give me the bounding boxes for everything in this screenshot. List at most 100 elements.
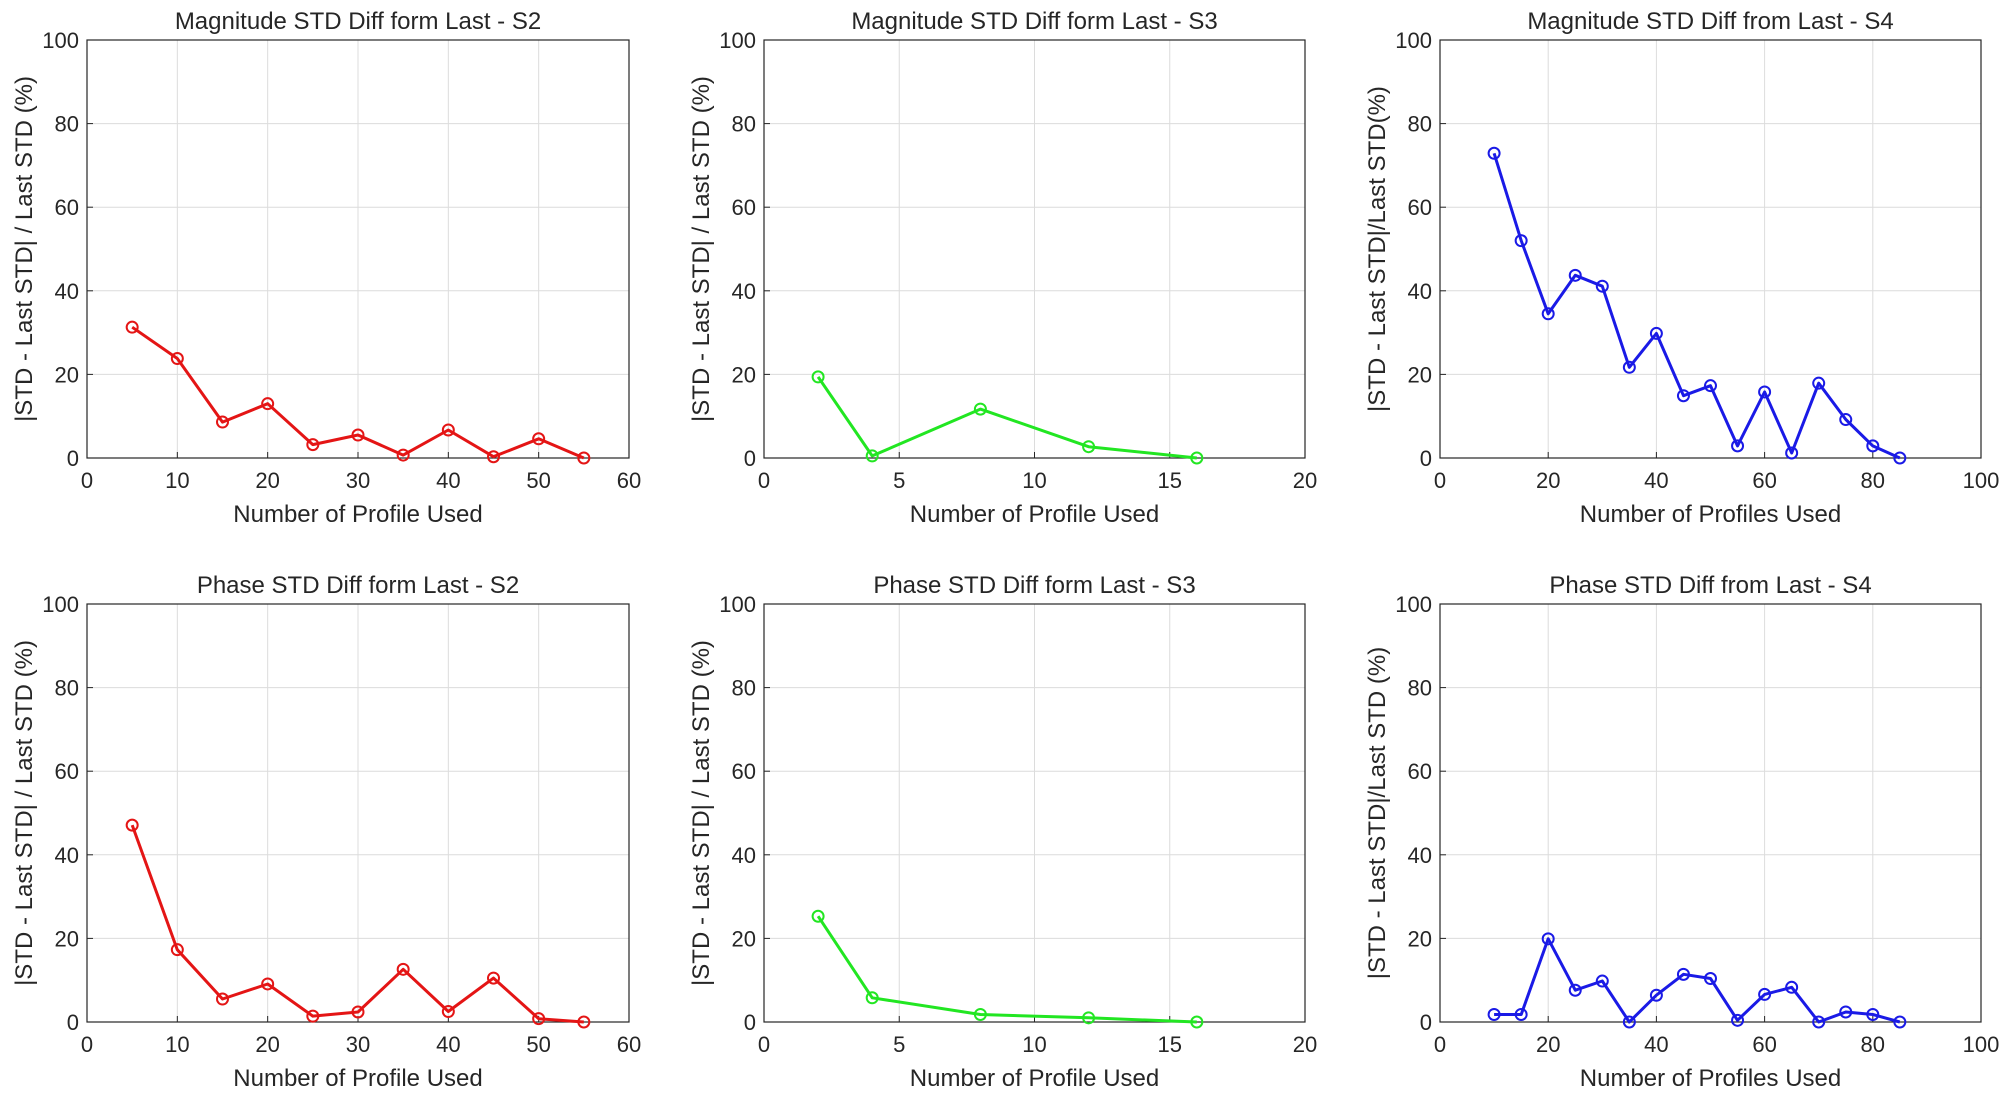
y-tick-label: 100 bbox=[1395, 28, 1432, 53]
data-point bbox=[1082, 440, 1096, 454]
y-tick-label: 100 bbox=[42, 28, 79, 53]
x-tick-label: 40 bbox=[1644, 1032, 1668, 1057]
data-point bbox=[261, 977, 275, 991]
data-point bbox=[1541, 932, 1555, 946]
y-tick-label: 40 bbox=[1408, 843, 1432, 868]
data-point bbox=[1190, 451, 1204, 465]
x-tick-label: 100 bbox=[1963, 468, 2000, 493]
y-tick-label: 20 bbox=[1408, 362, 1432, 387]
data-point bbox=[1649, 988, 1663, 1002]
data-point bbox=[973, 1007, 987, 1021]
data-point bbox=[577, 1015, 591, 1029]
x-tick-label: 20 bbox=[255, 468, 279, 493]
y-tick-label: 20 bbox=[732, 362, 756, 387]
y-tick-label: 100 bbox=[42, 592, 79, 617]
data-point bbox=[1676, 967, 1690, 981]
data-point bbox=[811, 909, 825, 923]
data-point bbox=[1839, 1005, 1853, 1019]
data-point bbox=[1893, 451, 1907, 465]
chart-title: Magnitude STD Diff form Last - S3 bbox=[851, 8, 1217, 35]
data-point bbox=[170, 943, 184, 957]
data-point bbox=[396, 962, 410, 976]
y-tick-label: 0 bbox=[1420, 1010, 1432, 1035]
data-point bbox=[1866, 439, 1880, 453]
x-tick-label: 10 bbox=[165, 468, 189, 493]
x-tick-label: 0 bbox=[81, 1032, 93, 1057]
y-axis-label: |STD - Last STD|/Last STD (%) bbox=[1364, 647, 1391, 980]
x-tick-label: 20 bbox=[1536, 1032, 1560, 1057]
y-tick-label: 80 bbox=[732, 676, 756, 701]
panel-phase-s3: 0 5 10 15 20 0 20 40 60 80 100 Phase STD Diff form … bbox=[688, 572, 1317, 1092]
panel-phase-s4: 0 20 40 60 80 100 0 20 40 60 80 100 Phase STD Diff f… bbox=[1364, 572, 1999, 1092]
data-point bbox=[487, 971, 500, 985]
data-point bbox=[1758, 987, 1772, 1001]
data-point bbox=[811, 370, 825, 384]
x-axis-label: Number of Profiles Used bbox=[1580, 1065, 1841, 1092]
x-tick-label: 5 bbox=[893, 468, 905, 493]
data-point bbox=[1676, 389, 1690, 403]
x-tick-label: 40 bbox=[436, 468, 460, 493]
x-tick-label: 0 bbox=[1434, 468, 1446, 493]
plot-area bbox=[1440, 604, 1981, 1022]
data-point bbox=[1541, 307, 1555, 321]
y-tick-label: 60 bbox=[1408, 759, 1432, 784]
y-tick-label: 60 bbox=[1408, 195, 1432, 220]
panel-phase-s2: 0 10 20 30 40 50 60 0 20 40 60 80 100 Phase STD Diff … bbox=[11, 572, 641, 1092]
y-tick-label: 60 bbox=[732, 195, 756, 220]
y-tick-label: 60 bbox=[732, 759, 756, 784]
chart-title: Phase STD Diff form Last - S2 bbox=[197, 572, 519, 599]
y-tick-label: 40 bbox=[732, 279, 756, 304]
y-tick-label: 80 bbox=[732, 112, 756, 137]
x-axis-label: Number of Profile Used bbox=[233, 501, 482, 528]
data-point bbox=[1785, 446, 1799, 460]
data-point bbox=[1514, 234, 1528, 248]
data-point bbox=[441, 1005, 455, 1019]
data-point bbox=[1785, 980, 1799, 994]
data-point bbox=[1839, 413, 1853, 427]
data-point bbox=[973, 402, 987, 416]
x-tick-label: 30 bbox=[346, 1032, 370, 1057]
data-point bbox=[125, 320, 139, 334]
y-tick-label: 0 bbox=[1420, 446, 1432, 471]
chart-title: Phase STD Diff from Last - S4 bbox=[1549, 572, 1871, 599]
data-point bbox=[532, 432, 546, 446]
y-tick-label: 80 bbox=[1408, 112, 1432, 137]
data-point bbox=[1704, 972, 1717, 986]
series-line bbox=[130, 824, 584, 1024]
y-tick-label: 80 bbox=[55, 112, 79, 137]
panel-magnitude-s4: 0 20 40 60 80 100 0 20 40 60 80 100 Magnitude STD Di… bbox=[1364, 8, 1999, 528]
x-tick-label: 20 bbox=[255, 1032, 279, 1057]
x-tick-label: 20 bbox=[1293, 1032, 1317, 1057]
y-tick-label: 0 bbox=[67, 446, 79, 471]
data-point bbox=[1622, 1015, 1636, 1029]
series-line bbox=[131, 325, 585, 460]
data-point bbox=[1190, 1015, 1204, 1029]
data-point bbox=[1731, 439, 1745, 453]
data-point bbox=[1704, 379, 1717, 393]
y-tick-label: 80 bbox=[55, 676, 79, 701]
chart-title: Magnitude STD Diff form Last - S2 bbox=[175, 8, 541, 35]
data-point bbox=[1514, 1007, 1528, 1021]
x-tick-label: 40 bbox=[1644, 468, 1668, 493]
y-tick-label: 60 bbox=[55, 195, 79, 220]
x-tick-label: 0 bbox=[758, 1032, 770, 1057]
panel-magnitude-s3: 0 5 10 15 20 0 20 40 60 80 100 Magnitude STD Diff f… bbox=[688, 8, 1317, 528]
y-tick-label: 20 bbox=[1408, 926, 1432, 951]
data-point bbox=[1595, 974, 1609, 988]
data-point bbox=[306, 1009, 320, 1023]
panel-magnitude-s2: 0 10 20 30 40 50 60 0 20 40 60 80 100 Magnitude STD D… bbox=[11, 8, 641, 528]
data-point bbox=[577, 451, 591, 465]
data-point bbox=[1649, 326, 1663, 340]
x-axis-label: Number of Profiles Used bbox=[1580, 501, 1841, 528]
data-point bbox=[351, 428, 365, 442]
y-axis-label: |STD - Last STD| / Last STD (%) bbox=[11, 76, 38, 422]
axes-box bbox=[1439, 39, 1982, 459]
y-tick-label: 100 bbox=[1395, 592, 1432, 617]
x-tick-label: 5 bbox=[893, 1032, 905, 1057]
series-line bbox=[1494, 937, 1901, 1024]
data-point bbox=[865, 449, 879, 463]
data-point bbox=[441, 423, 455, 437]
data-point bbox=[1758, 385, 1772, 399]
data-point bbox=[1568, 983, 1582, 997]
data-point bbox=[170, 352, 184, 366]
